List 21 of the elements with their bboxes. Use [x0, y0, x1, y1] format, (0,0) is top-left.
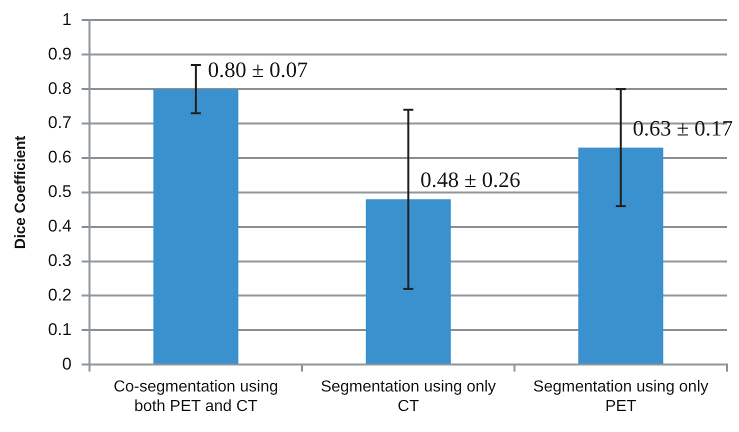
y-tick-label: 0.1 — [48, 320, 72, 339]
y-tick-label: 0.7 — [48, 113, 72, 132]
x-tick-label: Segmentation using only PET — [533, 378, 708, 415]
data-label: 0.80 ± 0.07 — [208, 56, 308, 82]
y-tick-label: 0.8 — [48, 78, 72, 98]
x-tick-label: Co-segmentation using both PET and CT — [114, 378, 278, 415]
y-tick-label: 0 — [62, 354, 72, 374]
y-tick-label: 0.6 — [48, 148, 72, 167]
y-tick-label: 0.4 — [48, 216, 72, 236]
y-axis-title: Dice Coefficient — [12, 136, 30, 250]
y-tick-label: 1 — [62, 10, 72, 29]
y-tick-label: 0.3 — [48, 250, 72, 270]
bar — [578, 148, 664, 364]
y-tick-label: 0.5 — [48, 182, 72, 202]
y-tick-label: 0.9 — [48, 44, 72, 64]
bar — [366, 199, 451, 364]
data-label: 0.48 ± 0.26 — [420, 167, 520, 192]
x-tick-label: Segmentation using only CT — [320, 378, 496, 415]
data-label: 0.63 ± 0.17 — [632, 115, 733, 140]
y-tick-label: 0.2 — [48, 285, 72, 304]
bar — [153, 89, 238, 364]
